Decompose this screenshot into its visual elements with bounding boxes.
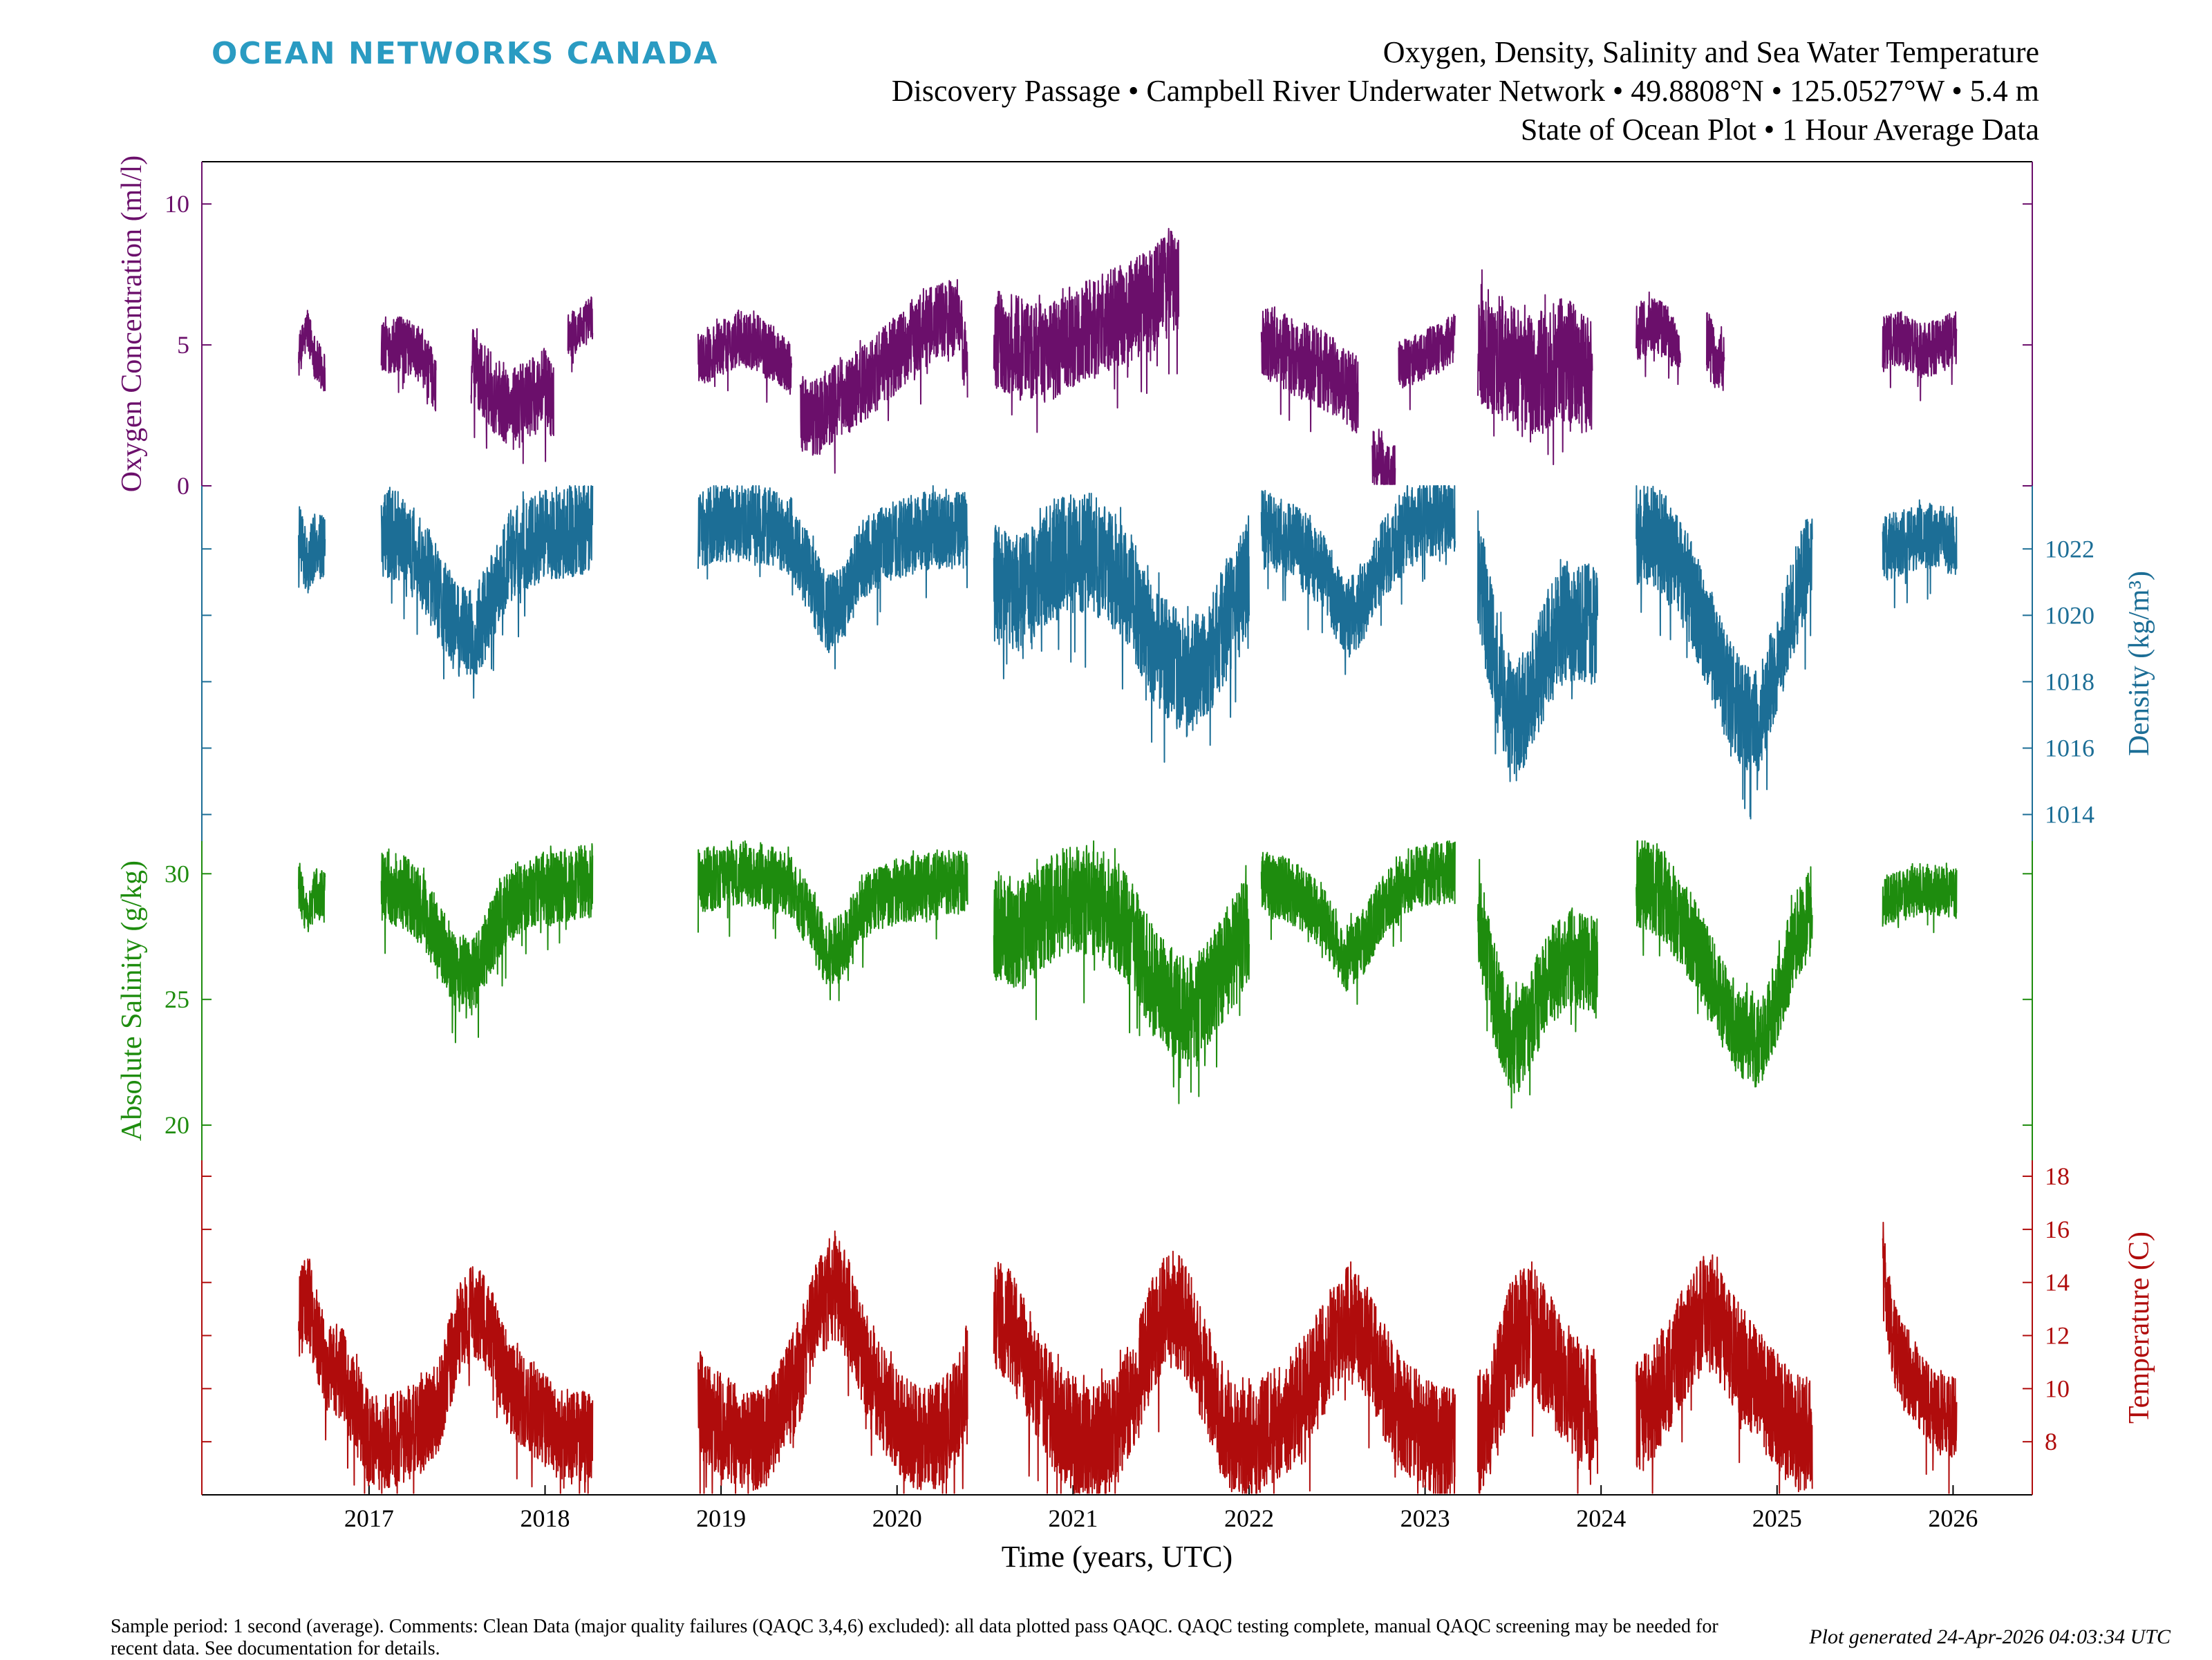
x-axis-label: Time (years, UTC) <box>1002 1540 1232 1574</box>
brand-logo-text: OCEAN NETWORKS CANADA <box>212 36 719 71</box>
x-tick-label: 2023 <box>1400 1505 1450 1532</box>
oxygen-series-segment <box>799 279 968 474</box>
salinity-series-segment <box>1477 858 1599 1109</box>
oxygen-series-segment <box>380 316 437 412</box>
oxygen-series-segment <box>567 296 594 372</box>
temperature-y-tick-label: 18 <box>2045 1162 2070 1190</box>
salinity-series-segment <box>697 840 968 1001</box>
oxygen-series-segment <box>697 309 792 403</box>
salinity-y-tick-label: 30 <box>165 860 189 887</box>
density-y-tick-label: 1016 <box>2045 734 2094 762</box>
oxygen-series-segment <box>1477 269 1593 466</box>
temperature-y-axis-label: Temperature (C) <box>2124 1232 2155 1424</box>
plot-subtitle-location: Discovery Passage • Campbell River Under… <box>891 74 2039 108</box>
oxygen-series-segment <box>1371 428 1396 485</box>
density-series-segment <box>298 506 326 594</box>
temperature-series-segment <box>697 1230 968 1494</box>
salinity-series-segment <box>1882 862 1958 934</box>
temperature-series-segment <box>298 1258 594 1494</box>
plot-generated-timestamp: Plot generated 24-Apr-2026 04:03:34 UTC <box>1809 1625 2171 1648</box>
temperature-series-segment <box>1882 1221 1958 1494</box>
plot-title: Oxygen, Density, Salinity and Sea Water … <box>1382 35 2039 69</box>
density-y-tick-label: 1014 <box>2045 801 2094 829</box>
salinity-y-tick-label: 20 <box>165 1111 189 1139</box>
density-y-axis-label: Density (kg/m³) <box>2124 571 2155 756</box>
x-tick-label: 2021 <box>1048 1505 1098 1532</box>
temperature-y-tick-label: 10 <box>2045 1375 2070 1402</box>
density-y-tick-label: 1022 <box>2045 535 2094 563</box>
temperature-y-tick-label: 14 <box>2045 1269 2070 1296</box>
oxygen-series-segment <box>1882 311 1958 402</box>
temperature-y-tick-label: 16 <box>2045 1216 2070 1243</box>
salinity-series-segment <box>298 862 326 932</box>
density-series-segment <box>1635 485 1813 820</box>
x-tick-label: 2025 <box>1752 1505 1802 1532</box>
temperature-y-tick-label: 8 <box>2045 1428 2057 1455</box>
oxygen-y-tick-label: 0 <box>177 472 189 500</box>
oxygen-y-tick-label: 10 <box>165 190 189 218</box>
oxygen-series-segment <box>470 328 554 464</box>
density-series-segment <box>1882 499 1958 609</box>
x-tick-label: 2019 <box>696 1505 746 1532</box>
x-tick-label: 2024 <box>1576 1505 1626 1532</box>
density-series-segment <box>380 485 594 699</box>
density-y-tick-label: 1020 <box>2045 601 2094 629</box>
salinity-series-segment <box>1635 840 1813 1088</box>
x-tick-label: 2018 <box>521 1505 570 1532</box>
salinity-series-segment <box>1260 840 1456 1005</box>
oxygen-series-segment <box>1635 291 1681 386</box>
oxygen-series-segment <box>993 227 1180 433</box>
x-tick-label: 2026 <box>1928 1505 1978 1532</box>
salinity-y-axis-label: Absolute Salinity (g/kg) <box>116 860 148 1141</box>
temperature-series-segment <box>993 1250 1456 1494</box>
salinity-y-tick-label: 25 <box>165 985 189 1013</box>
salinity-series-segment <box>380 843 594 1044</box>
temperature-series-segment <box>1477 1261 1599 1494</box>
temperature-y-tick-label: 12 <box>2045 1322 2070 1350</box>
x-tick-label: 2022 <box>1224 1505 1274 1532</box>
density-series-segment <box>1260 485 1456 675</box>
oxygen-series-segment <box>1706 312 1725 391</box>
x-tick-label: 2020 <box>872 1505 922 1532</box>
x-tick-label: 2017 <box>344 1505 394 1532</box>
temperature-series-segment <box>1635 1254 1813 1494</box>
salinity-series-segment <box>993 840 1250 1104</box>
oxygen-series-segment <box>1398 314 1456 411</box>
oxygen-series-segment <box>1260 306 1359 434</box>
oxygen-y-tick-label: 5 <box>177 331 189 359</box>
density-y-tick-label: 1018 <box>2045 668 2094 695</box>
density-series-segment <box>1477 510 1599 782</box>
footnote-comments: Sample period: 1 second (average). Comme… <box>111 1616 1718 1659</box>
oxygen-series-segment <box>298 310 326 392</box>
density-series-segment <box>697 485 968 670</box>
plot-subtitle-type: State of Ocean Plot • 1 Hour Average Dat… <box>1520 113 2039 147</box>
oxygen-y-axis-label: Oxygen Concentration (ml/l) <box>116 155 148 493</box>
density-series-segment <box>993 492 1250 763</box>
